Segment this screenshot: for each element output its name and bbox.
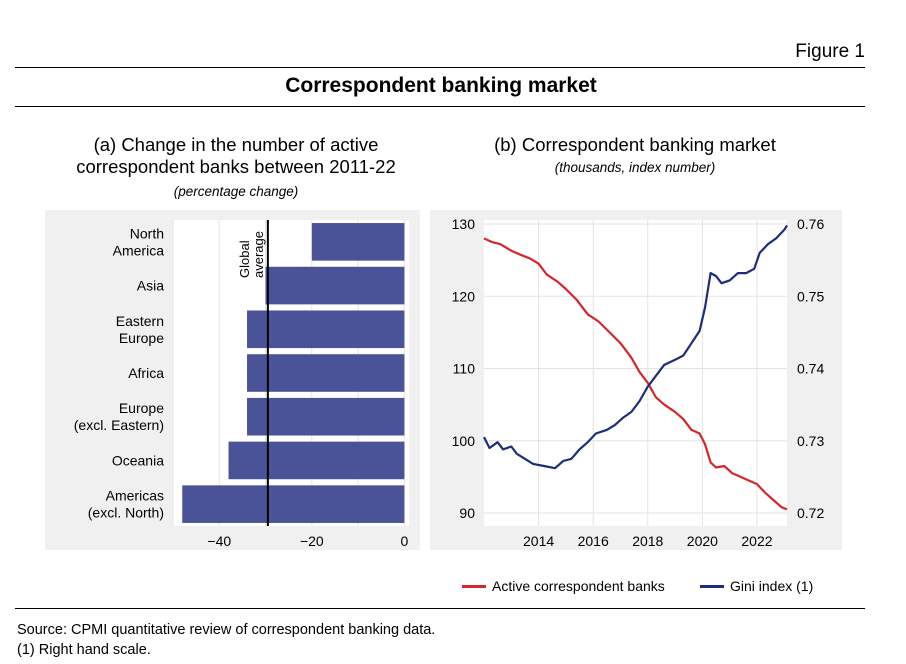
category-label-line: North: [130, 225, 164, 241]
legend-label-blue: Gini index (1): [730, 578, 814, 594]
footer-rule: [15, 608, 865, 609]
category-label-line: America: [113, 242, 165, 258]
category-label-line: Europe: [119, 400, 164, 416]
title-rule: [15, 106, 865, 107]
bar: [247, 397, 405, 436]
bar: [182, 485, 405, 523]
x-tick-label: −40: [207, 533, 231, 549]
x-tick-label: 0: [400, 533, 408, 549]
footer-source: Source: CPMI quantitative review of corr…: [17, 622, 436, 638]
figure-title: Correspondent banking market: [285, 74, 597, 97]
panel-b-title: (b) Correspondent banking market: [494, 134, 776, 155]
panel-a-title-line1: (a) Change in the number of active: [93, 134, 379, 155]
legend-label-red: Active correspondent banks: [492, 578, 665, 594]
category-label: Eastern Europe: [116, 313, 164, 346]
figure-label: Figure 1: [795, 41, 865, 62]
legend-item-blue: Gini index (1): [700, 578, 813, 594]
global-average-label-line: Global: [237, 240, 252, 278]
panel-a-subtitle: (percentage change): [173, 184, 299, 199]
bar: [228, 441, 405, 480]
category-label-line: (excl. Eastern): [74, 417, 164, 433]
category-label-line: Americas: [106, 488, 164, 504]
bar: [247, 310, 405, 349]
panel-a-title-line2: correspondent banks between 2011-22: [76, 156, 396, 177]
category-label-line: Europe: [119, 330, 164, 346]
legend-item-red: Active correspondent banks: [462, 578, 665, 594]
bar: [265, 266, 405, 305]
category-label: Asia: [137, 278, 164, 294]
category-label-line: Asia: [137, 278, 164, 294]
category-label-line: (excl. North): [88, 505, 164, 521]
category-label: Oceania: [112, 452, 164, 468]
global-average-label: Globalaverage: [237, 231, 266, 278]
category-label: Americas (excl. North): [88, 488, 164, 521]
footer: Source: CPMI quantitative review of corr…: [17, 620, 435, 660]
bar: [247, 354, 405, 392]
global-average-label-line: average: [251, 231, 266, 278]
category-label: Europe (excl. Eastern): [74, 400, 164, 433]
panel-b-subtitle: (thousands, index number): [554, 160, 716, 175]
footer-note: (1) Right hand scale.: [17, 642, 151, 658]
top-rule: [15, 67, 865, 68]
bar: [311, 223, 405, 261]
category-label-line: Eastern: [116, 313, 164, 329]
legend-swatch-blue: [700, 584, 724, 588]
category-label: North America: [113, 225, 165, 258]
x-tick-label: −20: [300, 533, 324, 549]
category-label-line: Oceania: [112, 452, 164, 468]
category-label: Africa: [128, 365, 164, 381]
category-label-line: Africa: [128, 365, 164, 381]
panel-a-title: (a) Change in the number of active corre…: [30, 134, 442, 178]
legend-swatch-red: [462, 584, 486, 588]
